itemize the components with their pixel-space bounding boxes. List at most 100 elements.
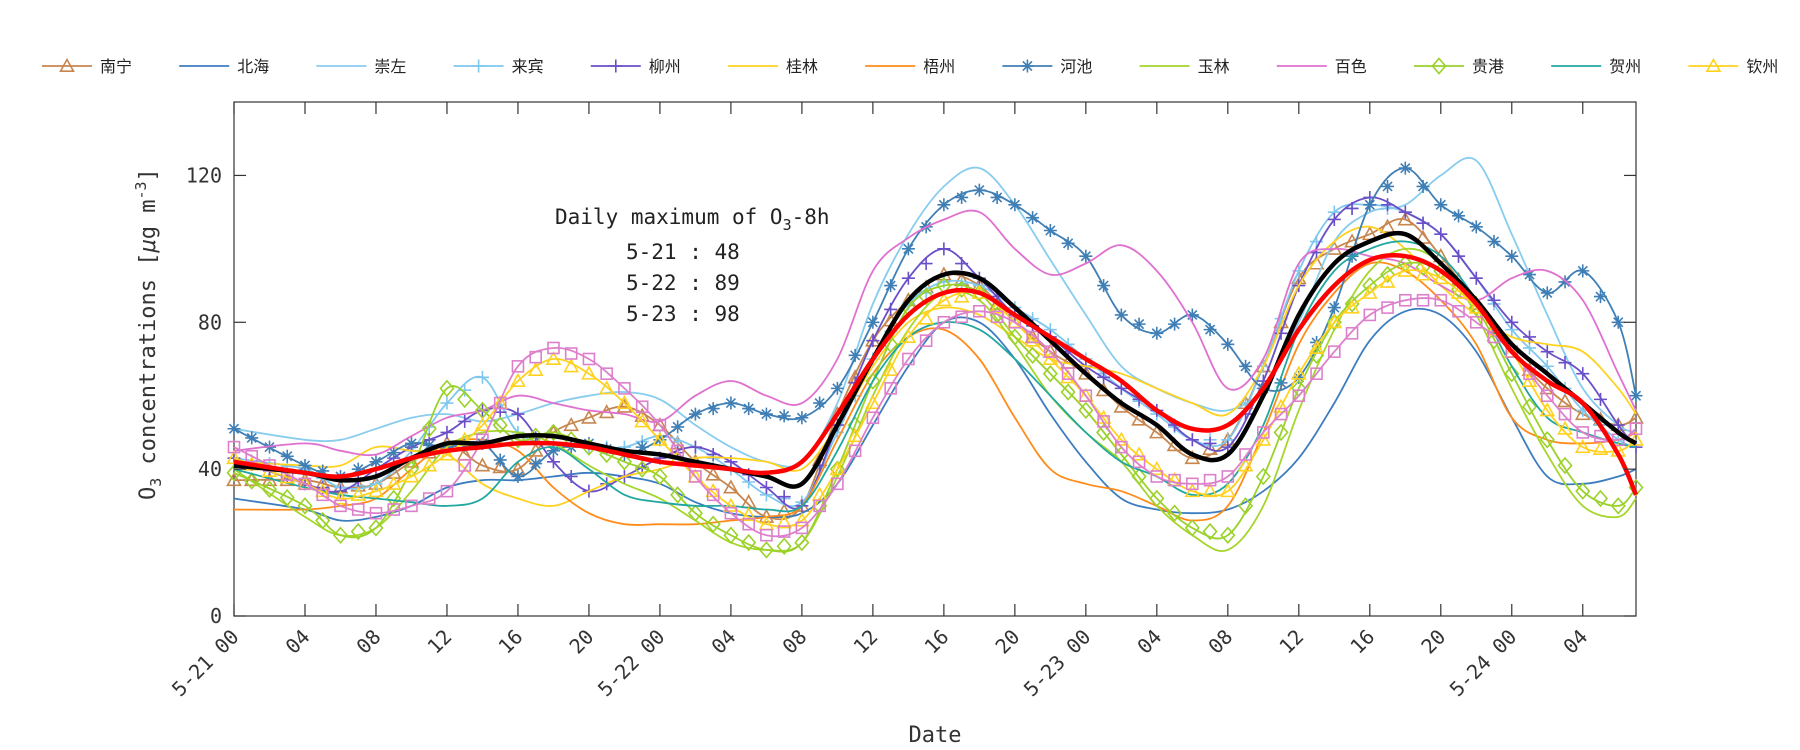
series-point [511, 360, 525, 373]
series-point [866, 334, 880, 348]
series-point [1150, 326, 1164, 340]
series-point [652, 431, 668, 446]
daily-maximum-annotation: Daily maximum of O3-8h 5-21 : 48 5-22 : … [555, 205, 830, 326]
series-柳州 [227, 190, 1643, 513]
series-point [794, 533, 810, 552]
series-point [1557, 393, 1573, 408]
series-point [635, 400, 649, 414]
series-point [901, 242, 915, 256]
series-point [1292, 370, 1306, 384]
series-point [547, 341, 560, 355]
legend-label: 百色 [1335, 57, 1367, 76]
series-来宾 [227, 198, 1643, 509]
series-point [1221, 470, 1235, 483]
y-tick-label: 0 [210, 604, 222, 628]
series-point [368, 483, 384, 498]
series-point [723, 526, 739, 544]
series-point [1079, 249, 1093, 263]
series-point [1219, 483, 1236, 498]
series-point [742, 517, 755, 531]
series-point [1042, 364, 1058, 383]
x-tick-label: 12 [422, 625, 456, 659]
legend-item: 柳州 [590, 57, 681, 76]
series-point [1185, 308, 1199, 322]
series-point [1185, 433, 1199, 447]
series-point [902, 352, 915, 366]
series-point [955, 257, 969, 271]
x-tick-label: 04 [1558, 625, 1592, 659]
series-point [831, 477, 844, 491]
x-tick-label: 16 [493, 625, 527, 659]
series-point [1521, 372, 1538, 388]
series-point [1184, 483, 1201, 498]
series-point [1308, 339, 1325, 354]
series-point [953, 288, 970, 303]
x-tick-label: 5-24 00 [1445, 625, 1522, 702]
series-point [1539, 431, 1555, 449]
series-point [937, 315, 951, 329]
legend-marker [609, 59, 623, 73]
series-point [369, 455, 383, 469]
series-line [233, 230, 1638, 489]
series-point [1024, 332, 1041, 347]
series-point [1255, 467, 1271, 486]
series-point [706, 402, 720, 416]
series-point [1363, 308, 1377, 322]
series-point [1434, 227, 1448, 241]
series-point [564, 469, 578, 483]
plot-frame [233, 101, 1637, 617]
x-tick-label: 5-22 00 [593, 625, 670, 702]
series-point [1594, 392, 1608, 406]
series-point [1326, 313, 1342, 332]
legend-label: 贵港 [1472, 57, 1504, 76]
series-point [919, 257, 933, 271]
series-point [316, 488, 330, 502]
series-point [387, 503, 401, 516]
series-point [387, 446, 401, 460]
x-tick-label: 04 [706, 625, 740, 659]
series-point [706, 447, 720, 461]
series-point [919, 334, 933, 347]
x-tick-label: 04 [281, 625, 315, 659]
series-point [1131, 411, 1147, 426]
series-point [1237, 457, 1254, 472]
x-tick-label: 20 [990, 625, 1024, 659]
series-point [1327, 301, 1341, 315]
series-point [990, 190, 1004, 204]
legend-item: 贵港 [1414, 57, 1504, 76]
x-tick-label: 20 [1416, 625, 1450, 659]
series-point [1487, 293, 1501, 307]
series-point [1540, 389, 1554, 403]
legend-marker [59, 57, 75, 72]
series-point [1557, 420, 1573, 435]
series-point [955, 310, 968, 324]
series-point [1540, 286, 1554, 300]
series-point [1078, 401, 1094, 420]
series-point [422, 438, 436, 452]
series-point [298, 458, 312, 472]
series-point [545, 350, 562, 366]
series-point [1576, 426, 1590, 439]
series-point [334, 499, 347, 513]
series-point [616, 394, 633, 410]
legend-label: 桂林 [786, 57, 818, 76]
series-point [1008, 198, 1022, 212]
series-point [705, 466, 722, 481]
series-point [386, 489, 402, 508]
series-point [1114, 381, 1128, 395]
series-point [1239, 448, 1252, 461]
series-point [244, 472, 260, 490]
legend-item: 百色 [1276, 57, 1367, 76]
series-point [1379, 273, 1396, 288]
legend-item: 北海 [179, 57, 269, 76]
series-point [795, 411, 809, 425]
series-防城港 [227, 293, 1643, 542]
series-point [1097, 415, 1110, 428]
series-point [261, 480, 278, 499]
series-point [1504, 364, 1520, 383]
legend-marker [1705, 57, 1722, 72]
series-point [1540, 345, 1554, 359]
series-point [901, 271, 915, 285]
series-point [1203, 473, 1217, 487]
